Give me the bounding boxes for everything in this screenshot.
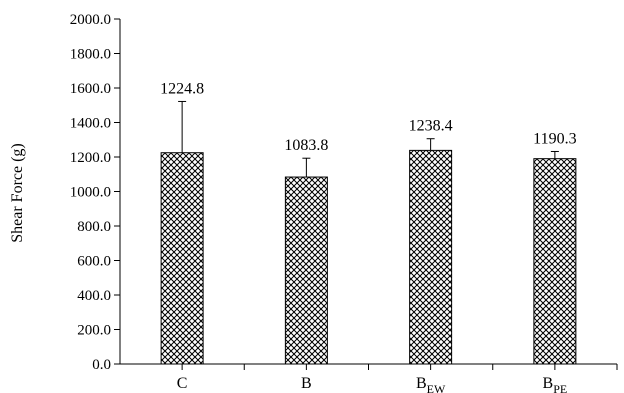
y-tick-label: 1400.0 — [70, 116, 111, 132]
x-tick-label: BEW — [416, 375, 446, 393]
x-tick-label: B — [301, 375, 312, 392]
value-label: 1083.8 — [284, 137, 328, 154]
bar — [533, 158, 577, 365]
y-axis: 0.0 200.0 400.0 600.0 800.0 1000.0 1200.0 1400.… — [70, 12, 121, 373]
y-axis-title: Shear Force (g) — [9, 143, 26, 243]
value-label: 1224.8 — [160, 80, 204, 97]
y-tick-label: 600.0 — [77, 254, 111, 270]
bar — [160, 152, 204, 365]
x-tick-label: BPE — [543, 375, 568, 393]
y-tick-label: 1200.0 — [70, 150, 111, 166]
bar — [409, 149, 453, 365]
value-label: 1238.4 — [409, 118, 453, 135]
y-tick-label: 1800.0 — [70, 47, 111, 63]
y-tick-label: 0.0 — [92, 357, 111, 373]
y-tick-label: 200.0 — [77, 323, 111, 339]
value-label: 1190.3 — [533, 130, 576, 147]
bars — [160, 100, 577, 365]
y-tick-label: 400.0 — [77, 288, 111, 304]
value-labels: 1224.8 1083.8 1238.4 1190.3 — [160, 80, 576, 154]
bar — [284, 176, 328, 365]
y-tick-label: 1000.0 — [70, 185, 111, 201]
y-tick-label: 1600.0 — [70, 81, 111, 97]
x-axis: C B BEW BPE — [120, 363, 618, 393]
y-tick-label: 2000.0 — [70, 12, 111, 28]
y-tick-label: 800.0 — [77, 219, 111, 235]
x-tick-label: C — [177, 375, 188, 392]
